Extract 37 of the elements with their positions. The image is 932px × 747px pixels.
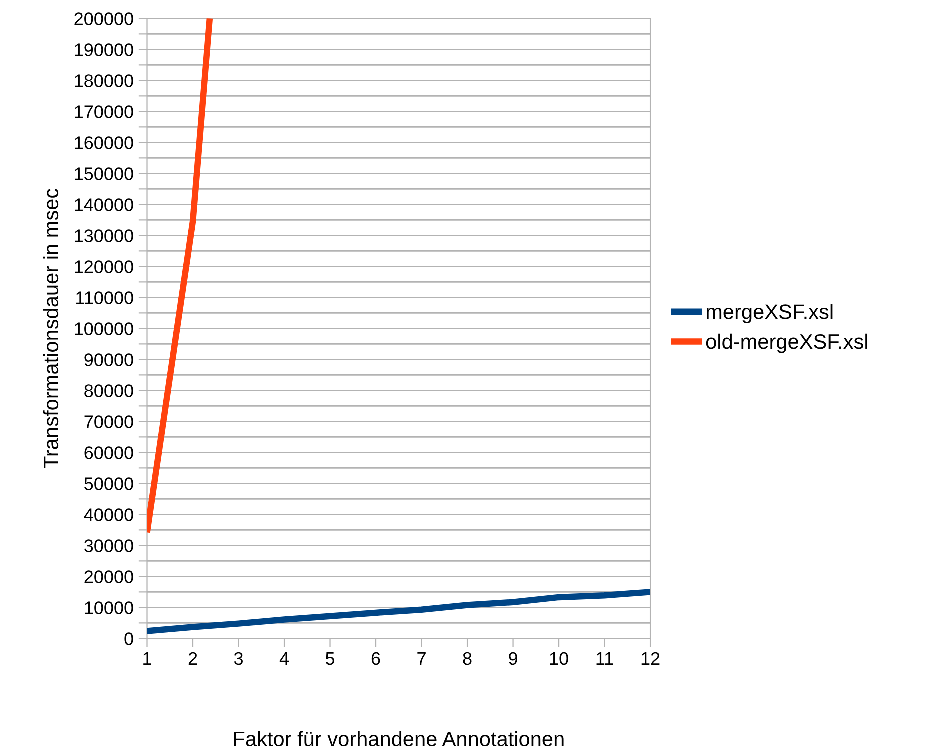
y-tick-label: 70000	[84, 416, 134, 428]
y-tick-label: 80000	[84, 384, 134, 398]
y-tick-label: 110000	[76, 292, 134, 304]
x-tick-label: 12	[642, 652, 660, 665]
y-tick-label: 190000	[75, 44, 134, 56]
x-tick-label: 11	[596, 652, 614, 665]
y-tick-label: 160000	[75, 136, 134, 150]
y-tick-label: 100000	[75, 322, 134, 336]
x-tick-label: 2	[188, 652, 198, 665]
x-tick-label: 10	[550, 652, 568, 666]
y-tick-label: 20000	[84, 570, 134, 584]
y-tick-label: 120000	[75, 260, 134, 274]
y-axis-title: Transformationsdauer in msec	[43, 188, 59, 468]
y-tick-label: 200000	[74, 12, 134, 26]
x-tick-label: 7	[418, 652, 426, 665]
y-tick-label: 140000	[75, 198, 134, 212]
y-tick-label: 130000	[75, 230, 134, 242]
x-tick-label: 6	[372, 652, 380, 666]
y-tick-label: 50000	[84, 478, 134, 490]
x-tick-label: 9	[509, 652, 518, 666]
x-tick-label: 8	[463, 652, 472, 666]
y-tick-label: 170000	[75, 106, 134, 118]
y-tick-label: 10000	[85, 602, 134, 614]
legend-label: mergeXSF.xsl	[706, 304, 833, 324]
y-tick-label: 0	[124, 632, 134, 646]
legend-label: old-mergeXSF.xsl	[706, 334, 868, 354]
x-tick-label: 1	[144, 652, 152, 665]
y-tick-label: 30000	[84, 540, 134, 552]
y-tick-label: 90000	[84, 354, 134, 366]
y-tick-label: 40000	[84, 508, 134, 522]
x-tick-label: 3	[234, 652, 243, 666]
y-tick-label: 180000	[75, 74, 134, 88]
y-tick-label: 60000	[84, 446, 134, 460]
x-axis-title: Faktor für vorhandene Annotationen	[234, 731, 564, 747]
y-tick-label: 150000	[75, 168, 134, 180]
x-tick-label: 5	[326, 652, 335, 666]
x-tick-label: 4	[280, 652, 290, 665]
